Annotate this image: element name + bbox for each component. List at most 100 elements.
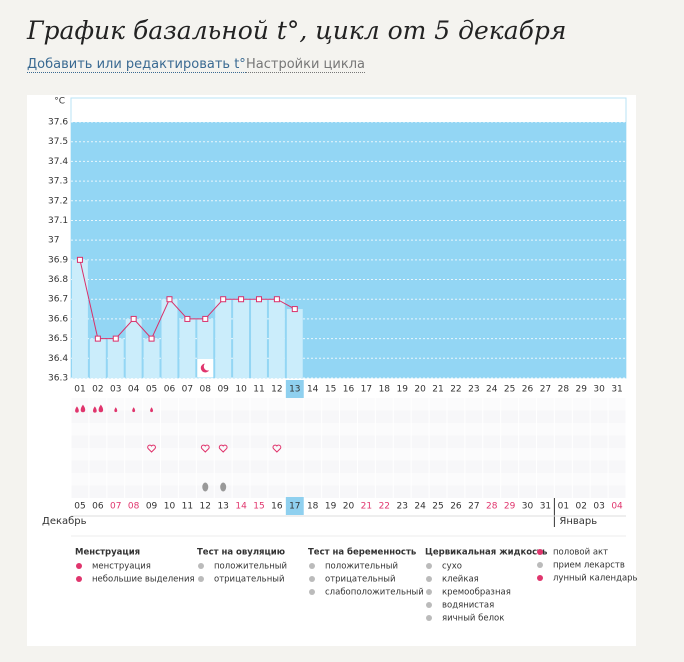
x-tick-label: 15 (325, 385, 336, 395)
legend-item: менструация (92, 562, 151, 572)
link[interactable]: Настройки цикла (246, 57, 365, 73)
today-date-box (285, 497, 304, 515)
date-label: 10 (164, 502, 176, 512)
x-tick-label: 21 (432, 385, 443, 395)
date-label: 26 (450, 502, 462, 512)
x-tick-label: 06 (164, 385, 176, 395)
temp-bar (89, 338, 106, 378)
legend-icon (426, 602, 432, 608)
legend-icon (537, 575, 543, 581)
y-tick-label: 36.7 (48, 295, 68, 305)
x-tick-label: 22 (450, 385, 461, 395)
y-unit: °C (54, 97, 65, 107)
drop-icon (98, 404, 104, 413)
y-tick-label: 36.6 (48, 314, 68, 324)
legend-item: лунный календарь (553, 574, 638, 584)
legend-item: водянистая (442, 601, 494, 611)
legend-item: отрицательный (325, 575, 395, 585)
temp-bar (72, 259, 88, 378)
date-label: 03 (593, 502, 604, 512)
drop-icon (150, 407, 154, 413)
x-tick-label: 12 (271, 385, 282, 395)
temp-bar (268, 299, 285, 378)
x-tick-label: 11 (253, 385, 264, 395)
temp-bar (286, 309, 303, 378)
event-row (71, 485, 626, 498)
temp-bar (161, 299, 178, 378)
x-tick-label: 02 (92, 385, 103, 395)
event-row (71, 448, 626, 461)
legend-item: положительный (214, 562, 287, 572)
legend-icon (198, 576, 204, 582)
date-label: 05 (74, 502, 85, 512)
x-tick-label: 25 (504, 385, 515, 395)
temp-bar (107, 338, 124, 378)
temp-bar (179, 318, 196, 378)
event-row (71, 473, 626, 486)
legend-item: небольшие выделения (92, 575, 195, 585)
legend-icon (76, 563, 82, 569)
date-label: 02 (576, 502, 587, 512)
x-tick-label: 09 (217, 385, 229, 395)
date-label: 06 (92, 502, 104, 512)
legend-icon (537, 562, 543, 568)
legend-item: отрицательный (214, 575, 284, 585)
date-label: 27 (468, 502, 479, 512)
date-label: 08 (128, 502, 140, 512)
date-label: 30 (522, 502, 534, 512)
y-tick-label: 36.3 (48, 374, 68, 384)
month-label: Декабрь (42, 516, 87, 527)
legend-item: половой акт (553, 548, 608, 558)
temp-bar (233, 299, 250, 378)
legend-icon (76, 576, 82, 582)
x-tick-label: 13 (289, 385, 300, 395)
legend-title: Тест на беременность (308, 547, 416, 558)
date-label: 17 (289, 502, 300, 512)
y-tick-label: 36.5 (48, 334, 68, 344)
temp-marker (238, 296, 245, 303)
date-label: 18 (307, 502, 319, 512)
temp-marker (112, 335, 119, 342)
date-label: 22 (379, 502, 390, 512)
date-label: 07 (110, 502, 121, 512)
x-tick-label: 18 (379, 385, 391, 395)
temp-marker (273, 296, 280, 303)
date-label: 21 (361, 502, 372, 512)
legend-item: слабоположительный (325, 588, 424, 598)
moon-cut (203, 362, 212, 371)
event-row (71, 460, 626, 473)
legend-icon (426, 615, 432, 621)
legend-icon (426, 589, 432, 595)
date-label: 13 (217, 502, 228, 512)
temp-marker (255, 296, 262, 303)
legend-item: прием лекарств (553, 561, 625, 571)
temp-bar (215, 299, 232, 378)
y-tick-label: 37 (48, 236, 59, 246)
date-label: 31 (540, 502, 551, 512)
heart-icon (218, 444, 228, 453)
temp-marker (202, 315, 209, 322)
legend-item: сухо (442, 562, 462, 572)
heart-icon (200, 444, 210, 453)
y-tick-label: 37.6 (48, 118, 68, 128)
link[interactable]: Добавить или редактировать t° (27, 57, 246, 73)
x-tick-label: 14 (307, 385, 319, 395)
legend-icon (426, 576, 432, 582)
x-tick-label: 19 (396, 385, 408, 395)
x-tick-label: 05 (146, 385, 157, 395)
date-label: 28 (486, 502, 498, 512)
date-label: 29 (504, 502, 516, 512)
heart-icon (272, 444, 282, 453)
date-label: 20 (343, 502, 355, 512)
date-label: 12 (200, 502, 211, 512)
date-label: 24 (414, 502, 426, 512)
legend-item: яичный белок (442, 614, 504, 624)
x-tick-label: 16 (343, 385, 355, 395)
drop-icon (75, 406, 79, 413)
date-label: 04 (611, 502, 623, 512)
legend-icon (309, 589, 315, 595)
temp-marker (166, 296, 173, 303)
y-tick-label: 37.4 (48, 157, 68, 167)
